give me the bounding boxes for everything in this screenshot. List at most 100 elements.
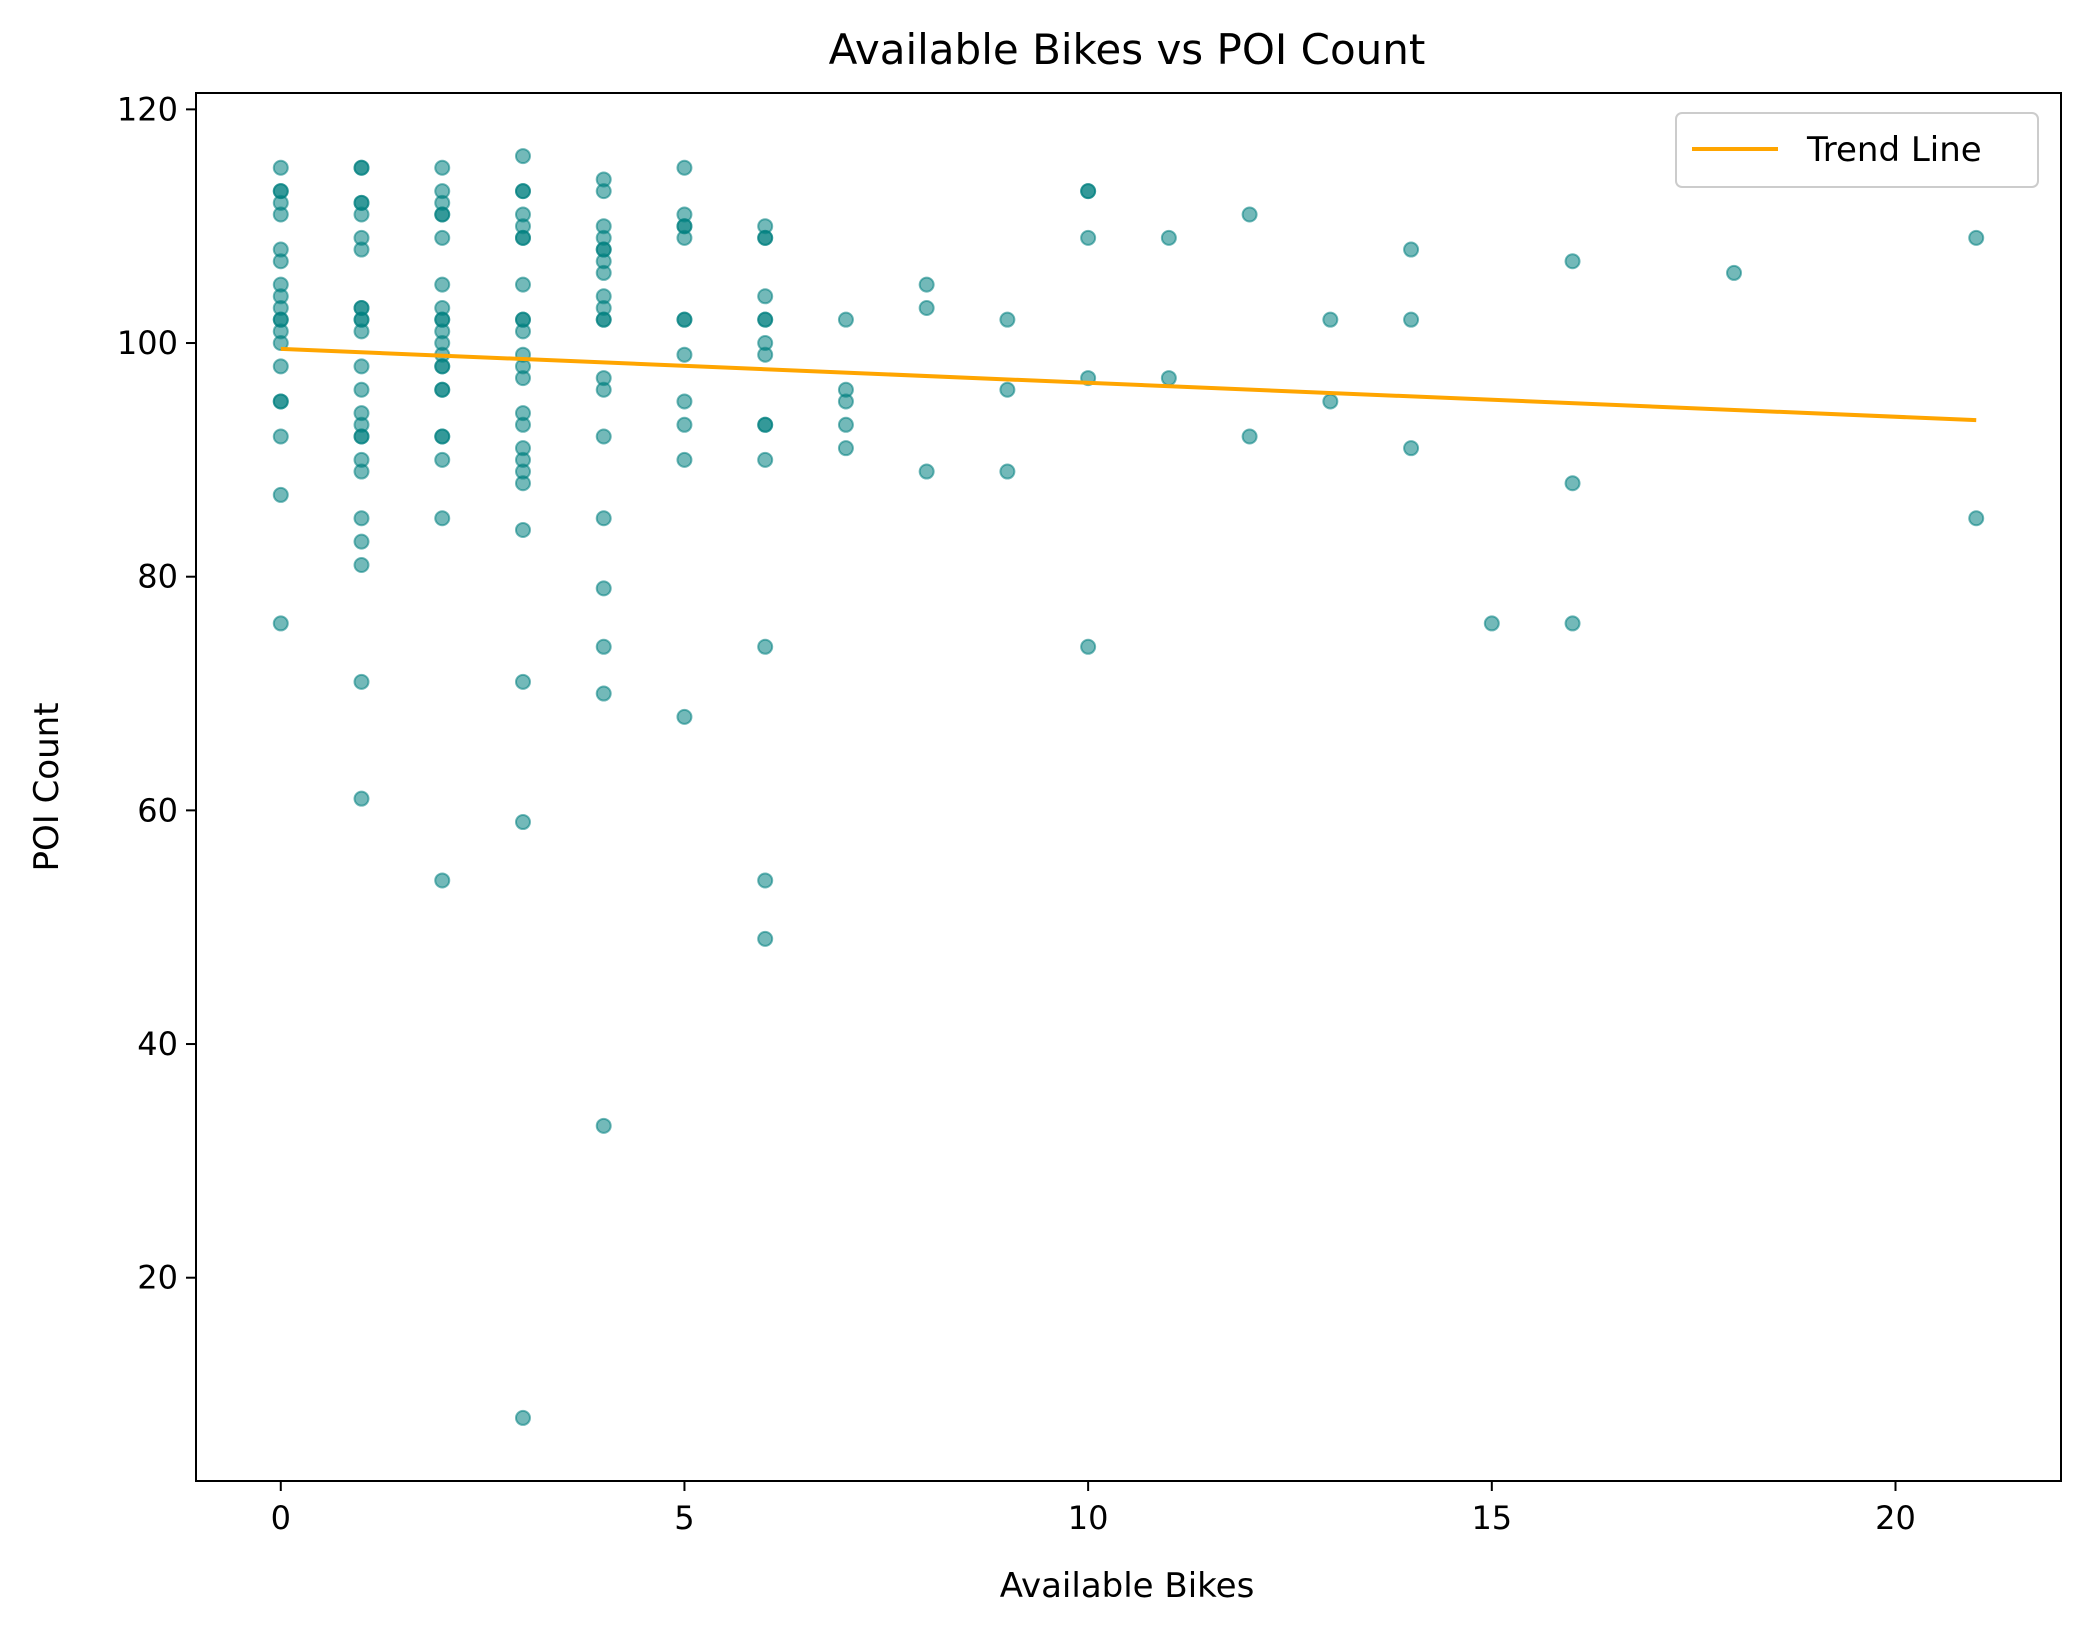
y-tick-label: 100 [117, 324, 178, 362]
scatter-point [595, 510, 612, 527]
scatter-point [595, 580, 612, 597]
scatter-point [676, 451, 693, 468]
scatter-point [1968, 510, 1985, 527]
scatter-point [1080, 638, 1097, 655]
scatter-point [514, 814, 531, 831]
scatter-point [1564, 253, 1581, 270]
chart-title: Available Bikes vs POI Count [829, 25, 1426, 74]
points-layer [272, 148, 1985, 1426]
scatter-point [353, 510, 370, 527]
scatter-point [595, 311, 612, 328]
scatter-point [353, 673, 370, 690]
scatter-point [595, 183, 612, 200]
scatter-point [595, 428, 612, 445]
legend-box [1675, 112, 2039, 188]
scatter-point [757, 229, 774, 246]
scatter-point [676, 416, 693, 433]
scatter-point [514, 276, 531, 293]
scatter-point [434, 229, 451, 246]
scatter-point [272, 253, 289, 270]
scatter-point [1403, 440, 1420, 457]
scatter-point [1564, 615, 1581, 632]
scatter-point [353, 358, 370, 375]
y-tick-label: 80 [137, 558, 178, 596]
scatter-point [1080, 229, 1097, 246]
scatter-point [1726, 264, 1743, 281]
legend: Trend Line [1675, 112, 2039, 188]
scatter-point [434, 451, 451, 468]
scatter-point [514, 370, 531, 387]
scatter-point [353, 323, 370, 340]
scatter-point [595, 381, 612, 398]
scatter-point [757, 451, 774, 468]
scatter-point [272, 206, 289, 223]
scatter-point [757, 288, 774, 305]
scatter-point [272, 615, 289, 632]
scatter-point [434, 510, 451, 527]
scatter-point [1322, 311, 1339, 328]
scatter-point [434, 381, 451, 398]
scatter-point [1160, 229, 1177, 246]
scatter-point [353, 159, 370, 176]
scatter-point [757, 930, 774, 947]
scatter-point [1403, 241, 1420, 258]
scatter-point [757, 638, 774, 655]
scatter-point [353, 381, 370, 398]
y-tick-label: 40 [137, 1025, 178, 1063]
y-tick-label: 20 [137, 1259, 178, 1297]
scatter-point [676, 393, 693, 410]
scatter-point [595, 264, 612, 281]
scatter-point [514, 148, 531, 165]
scatter-point [1968, 229, 1985, 246]
scatter-point [676, 708, 693, 725]
y-axis-ticks: 20 40 60 80 100 120 [117, 90, 196, 1297]
scatter-point [353, 463, 370, 480]
x-tick-label: 15 [1471, 1499, 1512, 1537]
trend-line [280, 346, 1977, 423]
scatter-point [999, 463, 1016, 480]
scatter-point [1160, 370, 1177, 387]
scatter-point [514, 475, 531, 492]
scatter-point [918, 299, 935, 316]
x-axis-label: Available Bikes [1000, 1566, 1255, 1606]
scatter-point [272, 428, 289, 445]
scatter-point [1483, 615, 1500, 632]
scatter-point [1080, 183, 1097, 200]
x-tick-label: 5 [674, 1499, 694, 1537]
scatter-point [837, 393, 854, 410]
x-axis-ticks: 0 5 10 15 20 [271, 1481, 1916, 1537]
scatter-point [353, 206, 370, 223]
scatter-point [353, 428, 370, 445]
scatter-point [272, 486, 289, 503]
scatter-point [434, 428, 451, 445]
scatter-point [757, 346, 774, 363]
scatter-point [514, 183, 531, 200]
scatter-point [514, 323, 531, 340]
scatter-point [434, 206, 451, 223]
plot-frame [195, 92, 2062, 1482]
x-tick-label: 20 [1875, 1499, 1916, 1537]
scatter-point [837, 311, 854, 328]
scatter-point [353, 533, 370, 550]
scatter-point [434, 276, 451, 293]
trend-line-layer [280, 346, 1977, 423]
scatter-point [757, 416, 774, 433]
scatter-point [1564, 475, 1581, 492]
scatter-point [676, 229, 693, 246]
scatter-point [676, 346, 693, 363]
scatter-point [918, 463, 935, 480]
scatter-point [837, 416, 854, 433]
scatter-point [918, 276, 935, 293]
scatter-point [353, 557, 370, 574]
scatter-point [514, 416, 531, 433]
scatter-point [676, 311, 693, 328]
scatter-point [514, 673, 531, 690]
scatter-point [1403, 311, 1420, 328]
scatter-point [353, 790, 370, 807]
scatter-point [1322, 393, 1339, 410]
scatter-point [353, 241, 370, 258]
scatter-point [676, 159, 693, 176]
y-axis-label: POI Count [27, 702, 67, 871]
